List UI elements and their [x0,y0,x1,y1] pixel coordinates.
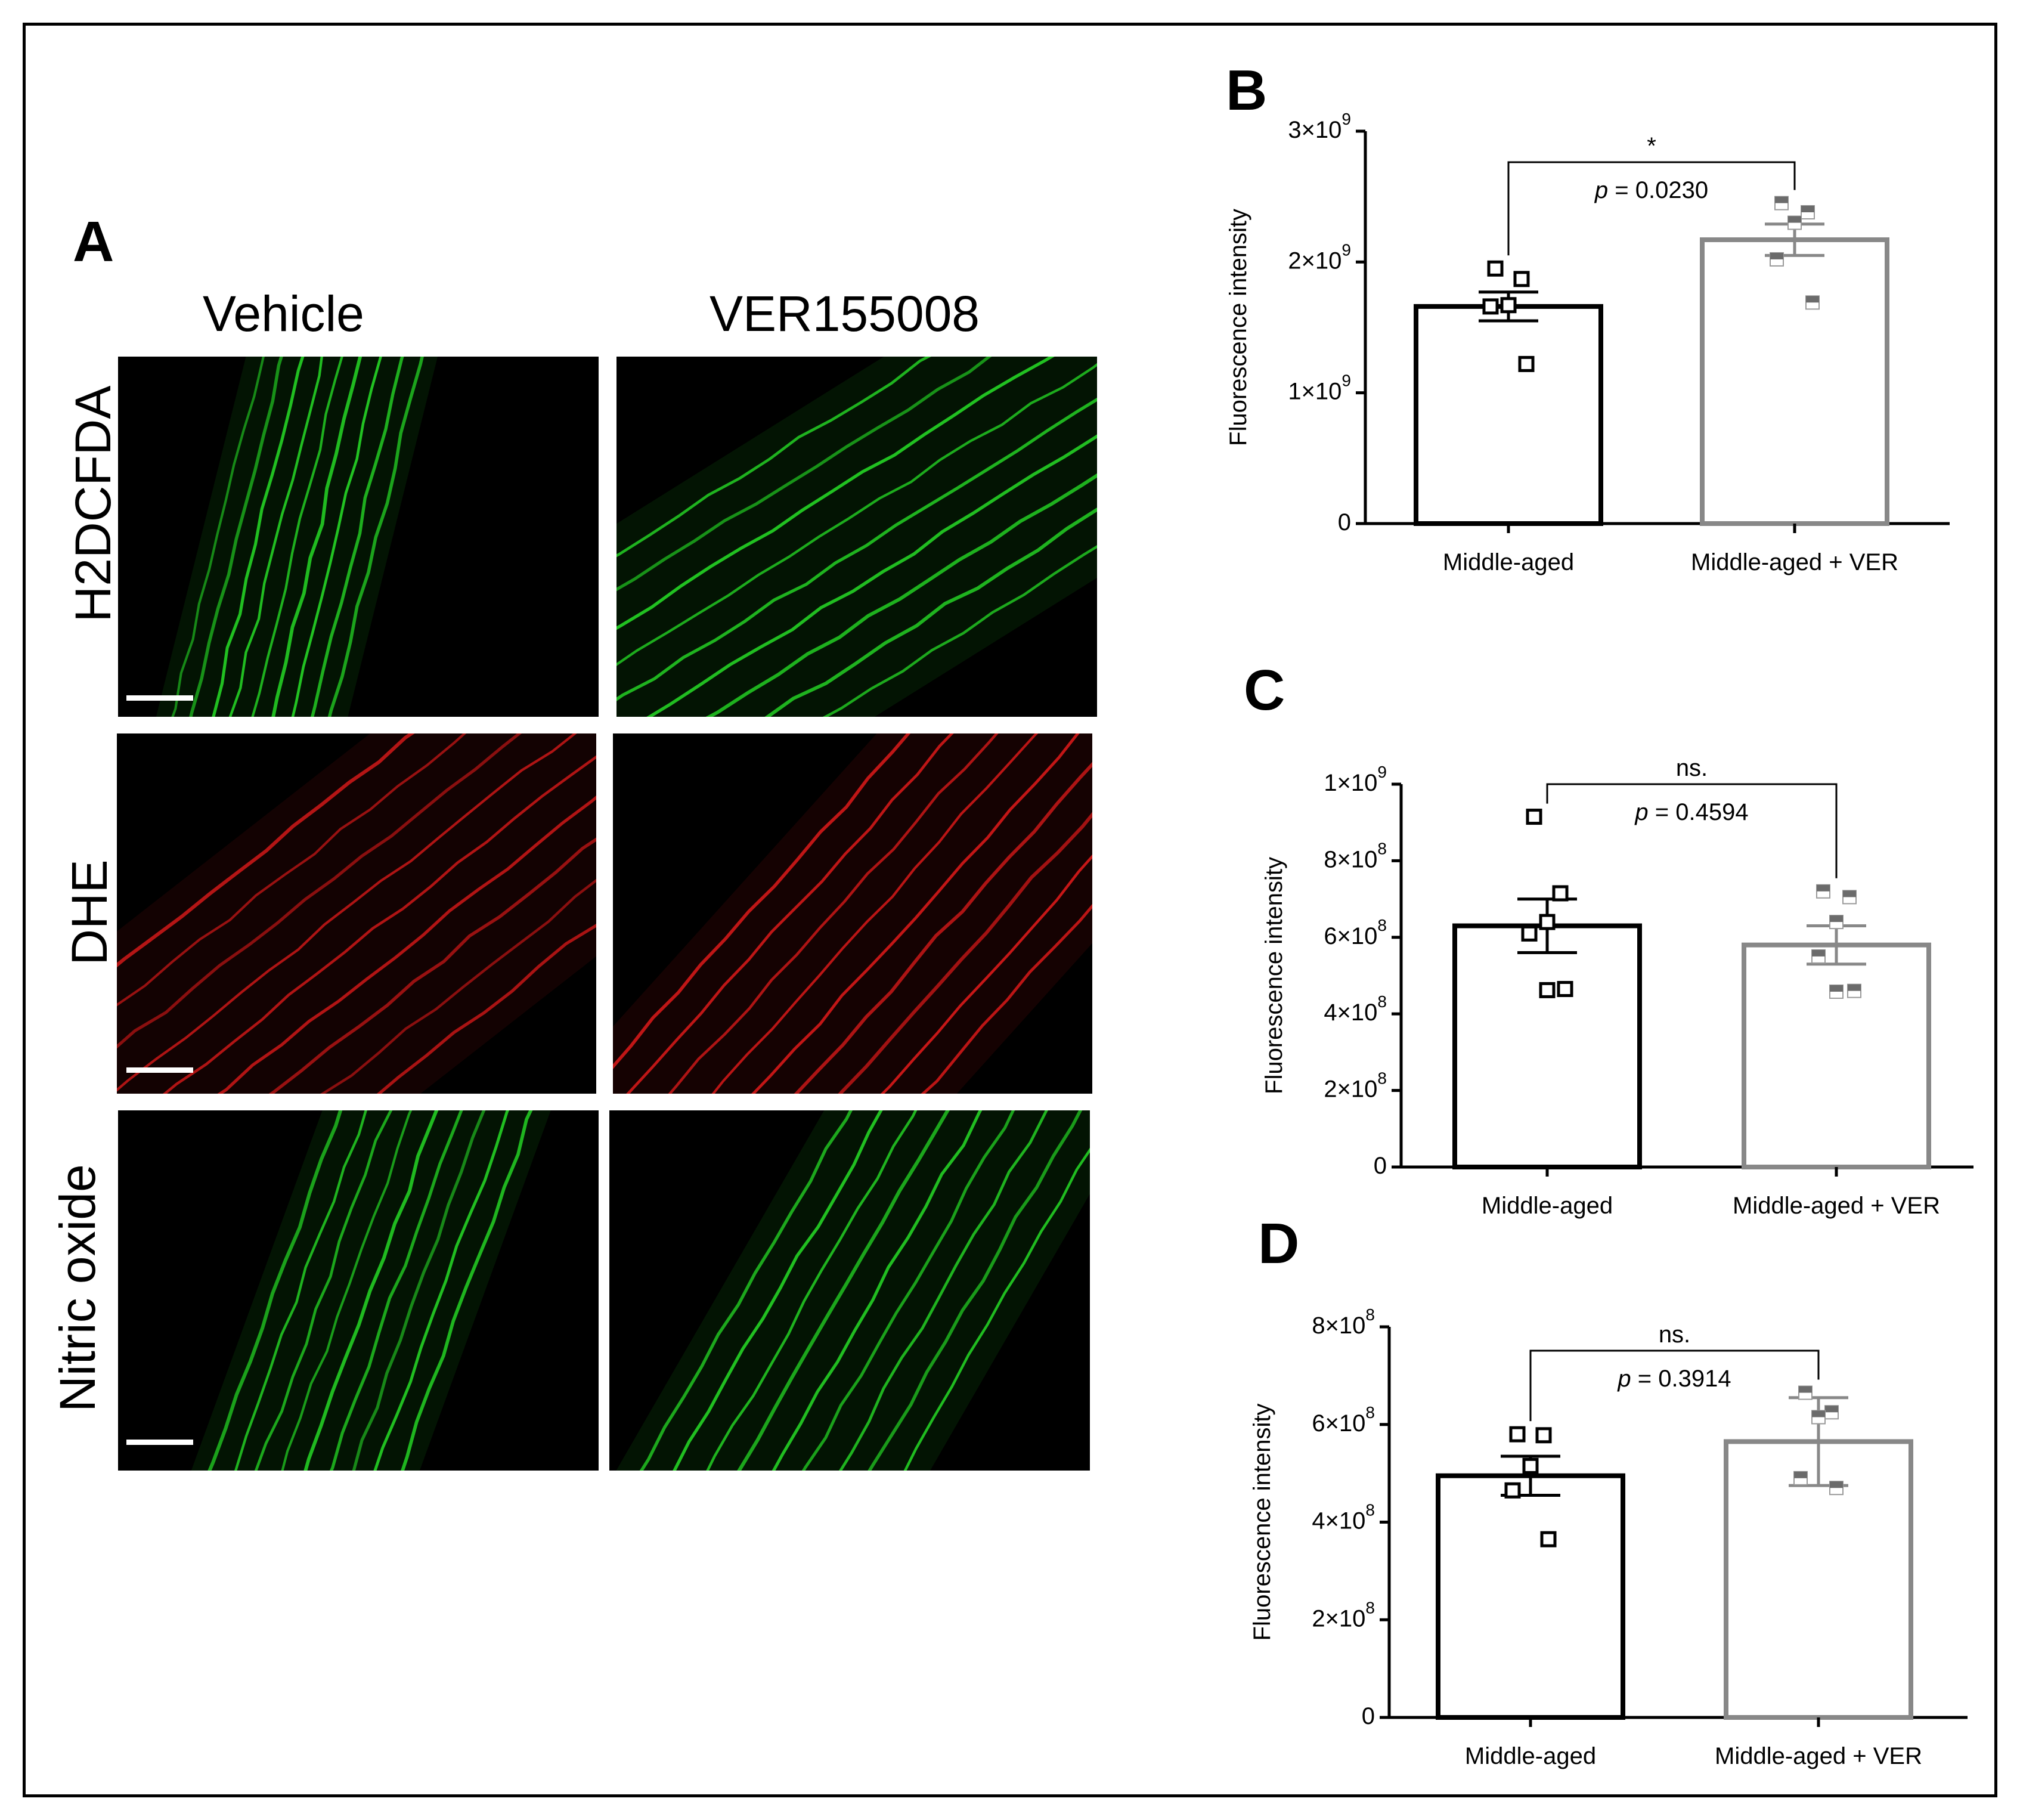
figure-frame [23,23,1997,1797]
panel-c-label: C [1244,658,1285,722]
significance-symbol: * [1647,133,1656,159]
data-point [1793,1471,1808,1485]
significance-symbol: ns. [1659,1321,1690,1348]
bar [1414,304,1603,526]
panel-b-label: B [1226,58,1268,122]
data-point [1805,295,1820,310]
data-point [1504,1482,1521,1499]
micrograph-image [118,1110,599,1471]
y-tick-label: 8×108 [1324,840,1387,872]
significance-bracket [1529,1349,1820,1422]
y-tick-label: 8×108 [1312,1305,1375,1338]
micrograph-image [117,733,596,1094]
data-point [1500,297,1517,314]
data-point [1535,1427,1552,1444]
data-point [1521,925,1538,942]
micrograph-dhe-ver155008 [613,733,1092,1094]
data-point [1842,890,1857,905]
data-point [1509,1426,1526,1443]
column-header-vehicle: Vehicle [203,286,364,342]
micrograph-h2dcfda-ver155008 [616,357,1097,717]
scale-bar-h2dcfda [126,695,193,701]
bar-chart-c: Fluorescence intensity 0 2×108 4×108 6×108 8×… [1261,755,1973,1219]
data-point [1513,271,1530,287]
data-point [1811,949,1826,964]
y-tick-label: 4×108 [1312,1501,1375,1534]
y-axis-label: Fluorescence intensity [1249,1404,1275,1641]
bar [1724,1439,1913,1720]
significance-bracket [1546,783,1838,878]
data-point [1824,1405,1839,1420]
data-point [1811,1410,1826,1425]
data-point [1798,1385,1813,1400]
micrograph-image [613,733,1092,1094]
column-header-ver155008: VER155008 [710,286,980,342]
bar [1742,942,1931,1169]
data-point [1829,1481,1844,1496]
y-tick-label: 1×109 [1288,372,1351,404]
x-tick-label: Middle-aged + VER [1733,1193,1940,1219]
p-value-label: p = 0.0230 [1594,177,1708,203]
x-tick-label: Middle-aged [1482,1193,1613,1219]
y-tick-label: 3×109 [1288,110,1351,143]
data-point [1847,983,1861,998]
scale-bar-dhe [126,1067,193,1073]
y-axis-label: Fluorescence intensity [1261,857,1287,1094]
y-tick-label: 0 [1362,1703,1375,1729]
data-point [1518,355,1535,372]
data-point [1829,984,1844,999]
y-tick-label: 2×109 [1288,241,1351,274]
data-point [1539,982,1556,998]
y-tick-label: 2×108 [1312,1599,1375,1632]
data-point [1557,980,1573,997]
row-header-nitric-oxide: Nitric oxide [49,1164,106,1412]
significance-bracket [1507,161,1796,256]
y-tick-label: 2×108 [1324,1069,1387,1102]
data-point [1482,298,1499,315]
row-header-h2dcfda: H2DCFDA [65,385,121,623]
y-axis-label: Fluorescence intensity [1225,209,1251,446]
data-point [1540,1531,1557,1547]
panel-d-label: D [1258,1212,1300,1276]
data-point [1829,915,1844,930]
micrograph-image [118,357,522,717]
x-tick-label: Middle-aged + VER [1715,1743,1922,1769]
scale-bar-nitric-oxide [126,1440,193,1445]
p-value-label: p = 0.3914 [1617,1366,1731,1392]
y-tick-label: 1×109 [1324,763,1387,796]
bar [1700,237,1889,526]
data-point [1770,252,1784,267]
y-tick-label: 6×108 [1324,916,1387,949]
row-header-dhe: DHE [61,859,117,965]
significance-symbol: ns. [1676,755,1708,781]
bar-chart-b: Fluorescence intensity 0 1×109 2×109 3×109 Mi… [1225,110,1950,575]
y-tick-label: 0 [1374,1153,1387,1179]
y-tick-label: 4×108 [1324,993,1387,1026]
data-point [1787,215,1802,230]
data-point [1816,884,1830,899]
data-point [1801,205,1815,219]
y-tick-label: 0 [1338,509,1351,536]
micrograph-dhe-vehicle [117,733,596,1094]
p-value-label: p = 0.4594 [1634,799,1748,825]
data-point [1552,885,1569,902]
y-tick-label: 6×108 [1312,1403,1375,1436]
x-tick-label: Middle-aged [1443,549,1574,575]
x-tick-label: Middle-aged [1465,1743,1596,1769]
bar [1436,1473,1625,1720]
micrograph-h2dcfda-vehicle [118,357,599,717]
panel-a-label: A [73,210,114,274]
x-tick-label: Middle-aged + VER [1691,549,1898,575]
bar-chart-d: Fluorescence intensity 0 2×108 4×108 6×108 8×… [1249,1305,1968,1769]
data-point [1526,809,1542,825]
micrograph-image [609,1110,1090,1471]
data-point [1522,1457,1539,1474]
data-point [1539,914,1556,930]
micrograph-nitric-oxide-ver155008 [609,1110,1090,1471]
data-point [1774,196,1789,211]
bar [1452,923,1642,1169]
micrograph-nitric-oxide-vehicle [118,1110,599,1471]
micrograph-image [616,357,1097,717]
data-point [1487,260,1504,277]
